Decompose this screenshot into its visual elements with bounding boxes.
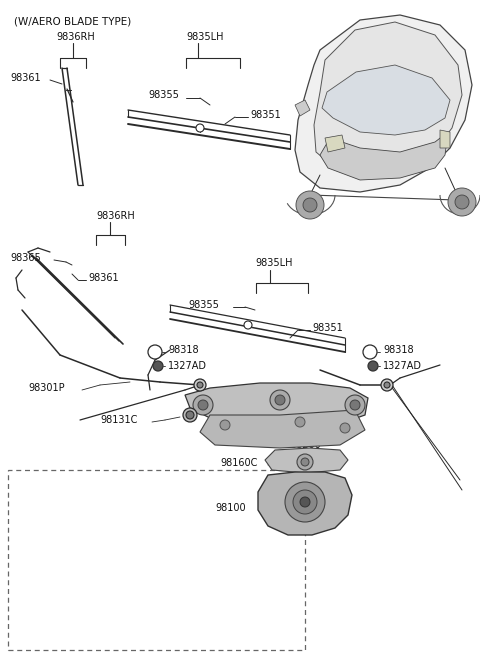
Circle shape — [340, 423, 350, 433]
Circle shape — [368, 361, 378, 371]
Text: 98200: 98200 — [290, 440, 321, 450]
Circle shape — [455, 195, 469, 209]
Circle shape — [285, 482, 325, 522]
Text: 98160C: 98160C — [220, 458, 257, 468]
Polygon shape — [295, 15, 472, 192]
Bar — [8, 470, 305, 650]
Text: 9835LH: 9835LH — [186, 32, 224, 42]
Circle shape — [345, 395, 365, 415]
Text: (W/AERO BLADE TYPE): (W/AERO BLADE TYPE) — [14, 17, 131, 27]
Circle shape — [196, 124, 204, 132]
Text: 98355: 98355 — [188, 300, 219, 310]
Circle shape — [381, 379, 393, 391]
Circle shape — [275, 395, 285, 405]
Polygon shape — [440, 130, 450, 148]
Text: 98355: 98355 — [148, 90, 179, 100]
Polygon shape — [320, 132, 448, 180]
Polygon shape — [314, 22, 462, 172]
Polygon shape — [295, 100, 310, 116]
Circle shape — [297, 454, 313, 470]
Circle shape — [384, 382, 390, 388]
Text: 98361: 98361 — [10, 73, 41, 83]
Polygon shape — [200, 410, 365, 448]
Text: 98365: 98365 — [10, 253, 41, 263]
Circle shape — [194, 379, 206, 391]
Circle shape — [350, 400, 360, 410]
Text: 98318: 98318 — [168, 345, 199, 355]
Text: 98301D: 98301D — [308, 393, 346, 403]
Circle shape — [193, 395, 213, 415]
Circle shape — [197, 382, 203, 388]
Circle shape — [295, 417, 305, 427]
Text: 9835LH: 9835LH — [255, 258, 292, 268]
Text: 1327AD: 1327AD — [383, 361, 422, 371]
Text: 98361: 98361 — [88, 273, 119, 283]
Text: 1327AD: 1327AD — [168, 361, 207, 371]
Polygon shape — [185, 383, 368, 425]
Circle shape — [148, 345, 162, 359]
Polygon shape — [325, 135, 345, 152]
Polygon shape — [322, 65, 450, 135]
Text: 98351: 98351 — [250, 110, 281, 120]
Circle shape — [244, 321, 252, 329]
Circle shape — [270, 390, 290, 410]
Polygon shape — [265, 448, 348, 473]
Polygon shape — [258, 472, 352, 535]
Circle shape — [301, 458, 309, 466]
Circle shape — [153, 361, 163, 371]
Text: 98100: 98100 — [215, 503, 246, 513]
Circle shape — [186, 411, 194, 419]
Text: 9836RH: 9836RH — [96, 211, 135, 221]
Circle shape — [448, 188, 476, 216]
Text: 98351: 98351 — [312, 323, 343, 333]
Circle shape — [300, 497, 310, 507]
Text: 9836RH: 9836RH — [56, 32, 95, 42]
Text: 98301P: 98301P — [28, 383, 65, 393]
Circle shape — [198, 400, 208, 410]
Text: 98318: 98318 — [383, 345, 414, 355]
Text: 98131C: 98131C — [100, 415, 137, 425]
Circle shape — [303, 198, 317, 212]
Circle shape — [220, 420, 230, 430]
Circle shape — [183, 408, 197, 422]
Circle shape — [363, 345, 377, 359]
Circle shape — [296, 191, 324, 219]
Circle shape — [293, 490, 317, 514]
